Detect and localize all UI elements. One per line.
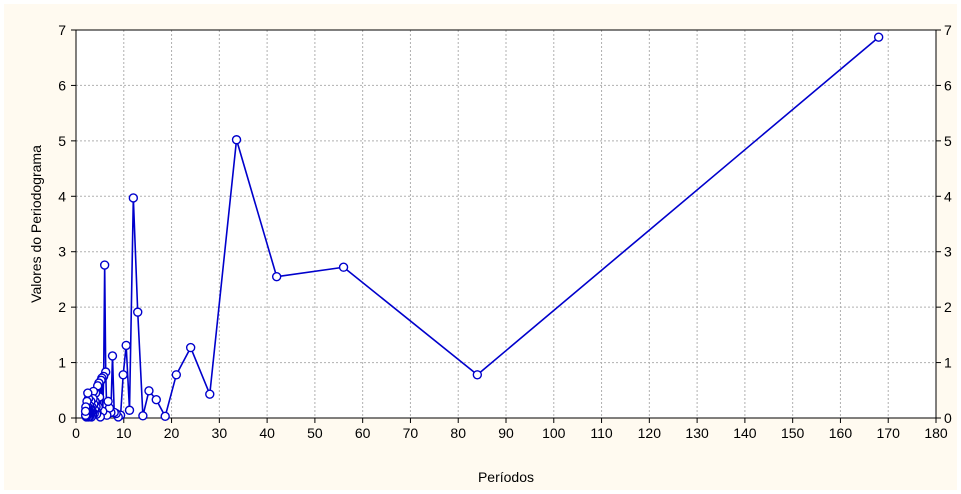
data-point (83, 388, 93, 398)
data-point (128, 193, 139, 203)
x-tick-label: 50 (307, 425, 323, 441)
x-tick-label: 60 (355, 425, 371, 441)
y-tick-label-left: 0 (58, 410, 66, 426)
y-tick-label-right: 3 (944, 244, 952, 260)
data-point (124, 405, 135, 415)
y-tick-label-left: 6 (58, 77, 66, 93)
x-tick-label: 130 (685, 425, 709, 441)
data-point (472, 370, 483, 380)
data-point (133, 307, 143, 317)
data-point (118, 370, 128, 380)
data-point (99, 260, 110, 270)
y-axis-title: Valores do Periodograma (28, 145, 44, 303)
x-axis-title: Períodos (478, 469, 534, 485)
data-point (160, 411, 170, 422)
y-axis-right-ticks: 0 1 2 3 4 5 6 7 (936, 22, 952, 426)
y-tick-label-right: 6 (944, 77, 952, 93)
x-tick-label: 70 (403, 425, 419, 441)
x-tick-label: 110 (590, 425, 613, 441)
data-point (271, 271, 282, 282)
x-tick-label: 80 (450, 425, 466, 441)
y-tick-label-left: 3 (58, 244, 66, 260)
periodogram-chart: 0 10 20 30 40 50 60 70 80 90 100 110 120 130 140 150 160… (28, 22, 952, 485)
x-tick-label: 10 (116, 425, 132, 441)
y-tick-label-right: 2 (944, 299, 952, 315)
y-tick-label-left: 2 (58, 299, 66, 315)
x-tick-label: 40 (259, 425, 275, 441)
chart-frame: 0 10 20 30 40 50 60 70 80 90 100 110 120 130 140 150 160… (4, 4, 957, 490)
x-tick-label: 100 (542, 425, 566, 441)
x-tick-label: 90 (498, 425, 514, 441)
y-tick-label-right: 1 (944, 355, 952, 371)
y-axis-left-ticks: 0 1 2 3 4 5 6 7 (58, 22, 76, 426)
data-point (121, 340, 131, 351)
x-tick-label: 30 (212, 425, 228, 441)
x-tick-label: 0 (72, 425, 80, 441)
y-tick-label-right: 7 (944, 22, 952, 38)
grid-lines-front (76, 30, 936, 418)
data-point (338, 262, 349, 272)
data-point (171, 370, 182, 380)
data-point (144, 386, 154, 396)
x-tick-label: 180 (924, 425, 948, 441)
x-tick-label: 20 (164, 425, 180, 441)
data-point (185, 342, 196, 353)
y-tick-label-left: 1 (58, 355, 66, 371)
series-layer (80, 32, 884, 422)
data-point (103, 396, 113, 407)
data-point (138, 411, 148, 421)
data-point (873, 32, 884, 42)
data-point (205, 389, 215, 399)
x-tick-label: 170 (877, 425, 901, 441)
y-tick-label-left: 4 (58, 188, 66, 204)
y-tick-label-left: 5 (58, 133, 66, 149)
y-tick-label-right: 5 (944, 133, 952, 149)
x-axis-ticks: 0 10 20 30 40 50 60 70 80 90 100 110 120 130 140 150 160… (72, 418, 948, 441)
x-tick-label: 160 (829, 425, 853, 441)
x-tick-label: 120 (638, 425, 662, 441)
y-tick-label-right: 0 (944, 410, 952, 426)
data-point (80, 406, 91, 417)
x-tick-label: 150 (781, 425, 805, 441)
y-tick-label-right: 4 (944, 188, 952, 204)
data-point (107, 351, 118, 361)
x-tick-label: 140 (733, 425, 757, 441)
y-tick-label-left: 7 (58, 22, 66, 38)
data-point (151, 395, 161, 405)
data-point (231, 135, 242, 145)
